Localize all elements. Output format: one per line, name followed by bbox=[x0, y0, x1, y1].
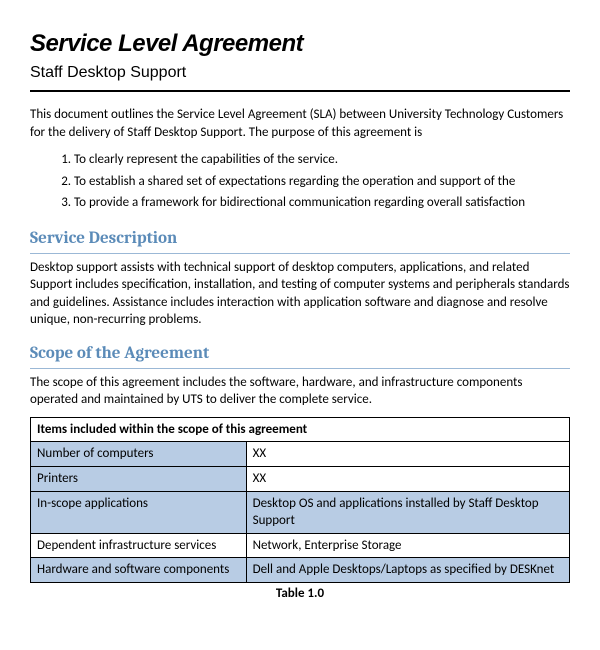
list-item: To provide a framework for bidirectional… bbox=[74, 192, 570, 214]
table-cell-label: In-scope applications bbox=[31, 491, 247, 533]
list-item: To establish a shared set of expectation… bbox=[74, 171, 570, 193]
scope-table: Items included within the scope of this … bbox=[30, 417, 570, 583]
table-cell-label: Printers bbox=[31, 466, 247, 491]
purpose-list: To clearly represent the capabilities of… bbox=[30, 149, 570, 214]
section-heading-description: Service Description bbox=[30, 228, 570, 251]
table-cell-value: Desktop OS and applications installed by… bbox=[246, 491, 569, 533]
table-caption: Table 1.0 bbox=[30, 585, 570, 603]
table-row: In-scope applications Desktop OS and app… bbox=[31, 491, 570, 533]
section-heading-scope: Scope of the Agreement bbox=[30, 343, 570, 366]
table-cell-label: Hardware and software components bbox=[31, 558, 247, 583]
section-rule bbox=[30, 368, 570, 369]
table-cell-value: Network, Enterprise Storage bbox=[246, 533, 569, 558]
table-cell-label: Number of computers bbox=[31, 442, 247, 467]
table-row: Number of computers XX bbox=[31, 442, 570, 467]
scope-body: The scope of this agreement includes the… bbox=[30, 374, 570, 409]
table-row: Dependent infrastructure services Networ… bbox=[31, 533, 570, 558]
document-title: Service Level Agreement bbox=[30, 28, 570, 60]
document-subtitle: Staff Desktop Support bbox=[30, 62, 570, 84]
table-header-cell: Items included within the scope of this … bbox=[31, 417, 570, 442]
table-header-row: Items included within the scope of this … bbox=[31, 417, 570, 442]
table-cell-value: XX bbox=[246, 442, 569, 467]
section-rule bbox=[30, 253, 570, 254]
intro-paragraph: This document outlines the Service Level… bbox=[30, 106, 570, 141]
table-cell-label: Dependent infrastructure services bbox=[31, 533, 247, 558]
table-row: Hardware and software components Dell an… bbox=[31, 558, 570, 583]
table-row: Printers XX bbox=[31, 466, 570, 491]
title-rule bbox=[30, 90, 570, 92]
description-body: Desktop support assists with technical s… bbox=[30, 259, 570, 329]
table-cell-value: Dell and Apple Desktops/Laptops as speci… bbox=[246, 558, 569, 583]
table-cell-value: XX bbox=[246, 466, 569, 491]
list-item: To clearly represent the capabilities of… bbox=[74, 149, 570, 171]
